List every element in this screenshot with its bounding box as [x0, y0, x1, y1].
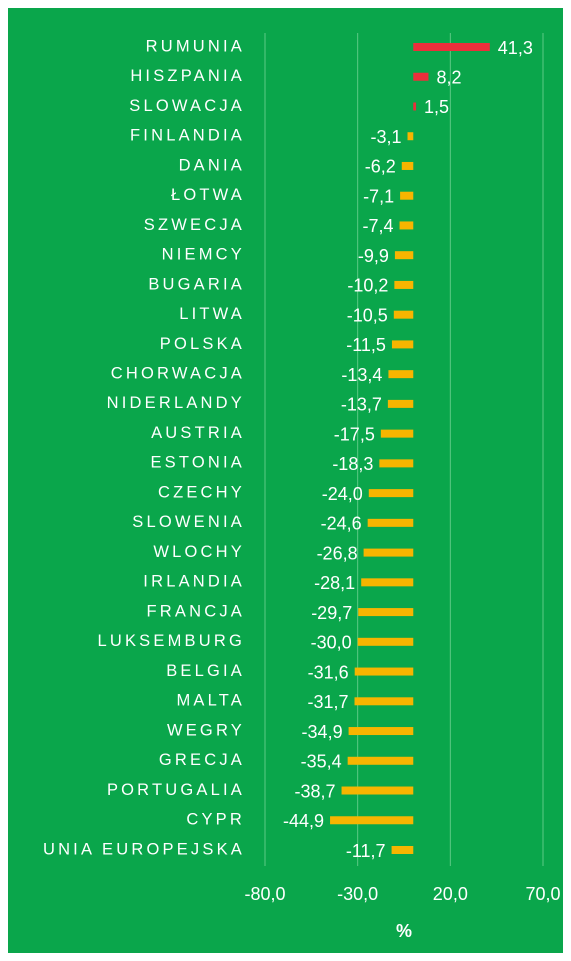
bar — [357, 637, 414, 646]
bar — [347, 756, 414, 765]
bar — [391, 846, 414, 854]
category-label: LITWA — [179, 305, 245, 323]
category-label: NIEMCY — [162, 246, 245, 264]
bar — [379, 459, 414, 468]
x-tick-label: -30,0 — [337, 884, 378, 904]
bar — [393, 310, 414, 319]
bar — [361, 578, 414, 587]
category-label: UNIA EUROPEJSKA — [43, 840, 245, 858]
bar — [341, 786, 414, 795]
category-label: SZWECJA — [144, 216, 245, 234]
category-label: AUSTRIA — [151, 424, 245, 442]
bar — [354, 697, 414, 706]
bar — [413, 43, 490, 51]
category-label: RUMUNIA — [146, 37, 245, 55]
x-tick-label: 70,0 — [525, 884, 560, 904]
bar — [368, 489, 414, 498]
value-label: -18,3 — [332, 454, 373, 474]
bar — [380, 429, 414, 438]
value-label: -26,8 — [317, 543, 358, 563]
bar — [387, 399, 414, 408]
value-label: 1,5 — [424, 97, 449, 117]
background — [8, 8, 563, 953]
bar — [348, 727, 414, 736]
value-label: 8,2 — [436, 67, 461, 87]
category-label: ESTONIA — [150, 454, 245, 472]
value-label: -34,9 — [302, 722, 343, 742]
value-label: -3,1 — [370, 127, 401, 147]
category-label: HISZPANIA — [130, 67, 245, 85]
category-label: CHORWACJA — [111, 365, 245, 383]
value-label: -31,7 — [307, 692, 348, 712]
category-label: SLOWACJA — [129, 97, 245, 115]
category-label: FINLANDIA — [130, 127, 245, 145]
bar — [394, 251, 414, 260]
category-label: DANIA — [179, 156, 245, 174]
bar — [367, 518, 414, 527]
bar — [413, 102, 417, 111]
value-label: -35,4 — [301, 752, 342, 772]
category-label: BELGIA — [166, 662, 245, 680]
value-label: -44,9 — [283, 811, 324, 831]
value-label: -31,6 — [308, 662, 349, 682]
value-label: 41,3 — [498, 38, 533, 58]
category-label: BUGARIA — [148, 275, 245, 293]
bar — [399, 221, 414, 230]
category-label: GRECJA — [159, 751, 245, 769]
value-label: -7,1 — [363, 186, 394, 206]
value-label: -24,6 — [321, 514, 362, 534]
x-tick-label: -80,0 — [244, 884, 285, 904]
value-label: -38,7 — [295, 781, 336, 801]
category-label: WLOCHY — [153, 543, 245, 561]
category-label: NIDERLANDY — [107, 394, 245, 412]
x-tick-label: 20,0 — [433, 884, 468, 904]
category-label: MALTA — [176, 692, 245, 710]
bar — [391, 340, 414, 349]
value-label: -13,4 — [341, 365, 382, 385]
bar — [363, 548, 414, 557]
category-label: POLSKA — [160, 335, 245, 353]
value-label: -28,1 — [314, 573, 355, 593]
category-label: ŁOTWA — [171, 186, 245, 204]
value-label: -11,5 — [346, 335, 386, 355]
value-label: -10,2 — [347, 276, 388, 296]
category-label: SLOWENIA — [132, 513, 245, 531]
bar — [400, 191, 414, 200]
value-label: -30,0 — [311, 633, 352, 653]
category-label: CZECHY — [158, 483, 245, 501]
bar — [413, 72, 429, 81]
category-label: IRLANDIA — [143, 573, 245, 591]
value-label: -13,7 — [341, 395, 382, 415]
value-label: -9,9 — [358, 246, 389, 266]
value-label: -6,2 — [365, 157, 396, 177]
category-label: PORTUGALIA — [107, 781, 245, 799]
category-label: LUKSEMBURG — [97, 632, 245, 650]
value-label: -17,5 — [334, 424, 375, 444]
value-label: -11,7 — [346, 841, 386, 861]
value-label: -7,4 — [363, 216, 394, 236]
value-label: -10,5 — [347, 305, 388, 325]
value-label: -29,7 — [311, 603, 352, 623]
category-label: FRANCJA — [147, 602, 246, 620]
category-label: CYPR — [186, 811, 245, 829]
bar — [407, 132, 414, 141]
value-label: -24,0 — [322, 484, 363, 504]
category-label: WEGRY — [167, 721, 245, 739]
bar — [394, 280, 414, 289]
bar — [388, 370, 414, 379]
bar — [330, 816, 414, 825]
bar — [354, 667, 414, 676]
bar — [358, 608, 414, 617]
x-axis-label: % — [396, 921, 412, 941]
bar — [401, 161, 414, 170]
